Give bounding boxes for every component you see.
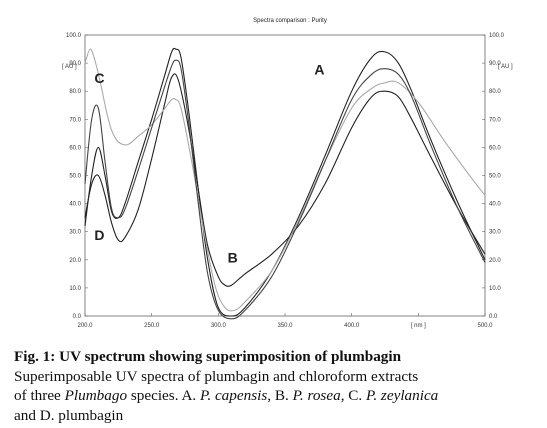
chart-title: Spectra comparison : Purity — [253, 18, 327, 24]
y-tick-label-left: 90.0 — [69, 61, 81, 67]
y-tick-label-right: 20.0 — [489, 258, 501, 264]
x-tick-label: 350.0 — [277, 323, 293, 329]
caption-text: of three — [14, 387, 65, 404]
chart-background — [0, 0, 547, 340]
series-label-c: C — [94, 70, 104, 86]
y-axis-unit-left: [ AU ] — [62, 64, 77, 70]
x-tick-label: 200.0 — [77, 323, 93, 329]
y-tick-label-left: 100.0 — [66, 33, 82, 39]
y-tick-label-right: 100.0 — [489, 33, 505, 39]
figure-caption: Fig. 1: UV spectrum showing superimposit… — [14, 347, 540, 425]
series-lines — [84, 47, 486, 320]
caption-line-4: and D. plumbagin — [14, 406, 124, 424]
x-tick-label: 500.0 — [477, 323, 493, 329]
y-tick-label-left: 60.0 — [69, 145, 81, 151]
y-tick-label-right: 0.0 — [489, 314, 498, 320]
axis-ticks: 0.0 0.0 10.0 10.0 20.0 20.0 30.0 30.0 40.0 40.0 50… — [66, 33, 505, 329]
caption-text: , C. — [340, 387, 367, 404]
y-tick-label-left: 10.0 — [69, 286, 81, 292]
y-tick-label-right: 30.0 — [489, 230, 501, 236]
y-tick-label-left: 40.0 — [69, 202, 81, 208]
y-tick-label-left: 30.0 — [69, 230, 81, 236]
series-line-c — [84, 48, 486, 312]
y-tick-label-left: 50.0 — [69, 174, 81, 180]
uv-spectra-chart: Spectra comparison : Purity 0.0 0.0 10.0 10… — [0, 0, 547, 340]
y-axis-unit-right: [ AU ] — [498, 64, 513, 70]
y-tick-label-left: 70.0 — [69, 117, 81, 123]
series-line-d — [84, 59, 486, 320]
y-tick-label-right: 90.0 — [489, 61, 501, 67]
x-tick-label: 400.0 — [344, 323, 360, 329]
y-tick-label-right: 10.0 — [489, 286, 501, 292]
y-tick-label-right: 60.0 — [489, 145, 501, 151]
caption-text: , B. — [267, 387, 293, 404]
series-labels: A B C D — [94, 61, 324, 265]
y-tick-label-right: 50.0 — [489, 174, 501, 180]
x-tick-label: 300.0 — [211, 323, 227, 329]
caption-title: Fig. 1: UV spectrum showing superimposit… — [14, 348, 402, 365]
series-label-d: D — [94, 227, 104, 243]
y-tick-label-right: 40.0 — [489, 202, 501, 208]
caption-species-b: P. rosea — [292, 387, 341, 404]
series-label-a: A — [314, 61, 324, 77]
y-tick-label-left: 80.0 — [69, 89, 81, 95]
y-tick-label-right: 80.0 — [489, 89, 501, 95]
y-tick-label-right: 70.0 — [489, 117, 501, 123]
series-label-b: B — [228, 250, 238, 266]
caption-species-c: P. zeylanica — [366, 387, 439, 404]
caption-line-3: of three Plumbago species. A. P. capensi… — [14, 386, 540, 406]
series-line-b — [84, 73, 486, 287]
caption-genus: Plumbago — [64, 387, 128, 404]
y-tick-label-left: 20.0 — [69, 258, 81, 264]
x-tick-label: [ nm ] — [411, 323, 426, 329]
x-tick-label: 250.0 — [144, 323, 160, 329]
caption-line-2: Superimposable UV spectra of plumbagin a… — [14, 367, 419, 385]
caption-text: species. A. — [127, 387, 201, 404]
y-tick-label-left: 0.0 — [73, 314, 82, 320]
caption-species-a: P. capensis — [200, 387, 268, 404]
